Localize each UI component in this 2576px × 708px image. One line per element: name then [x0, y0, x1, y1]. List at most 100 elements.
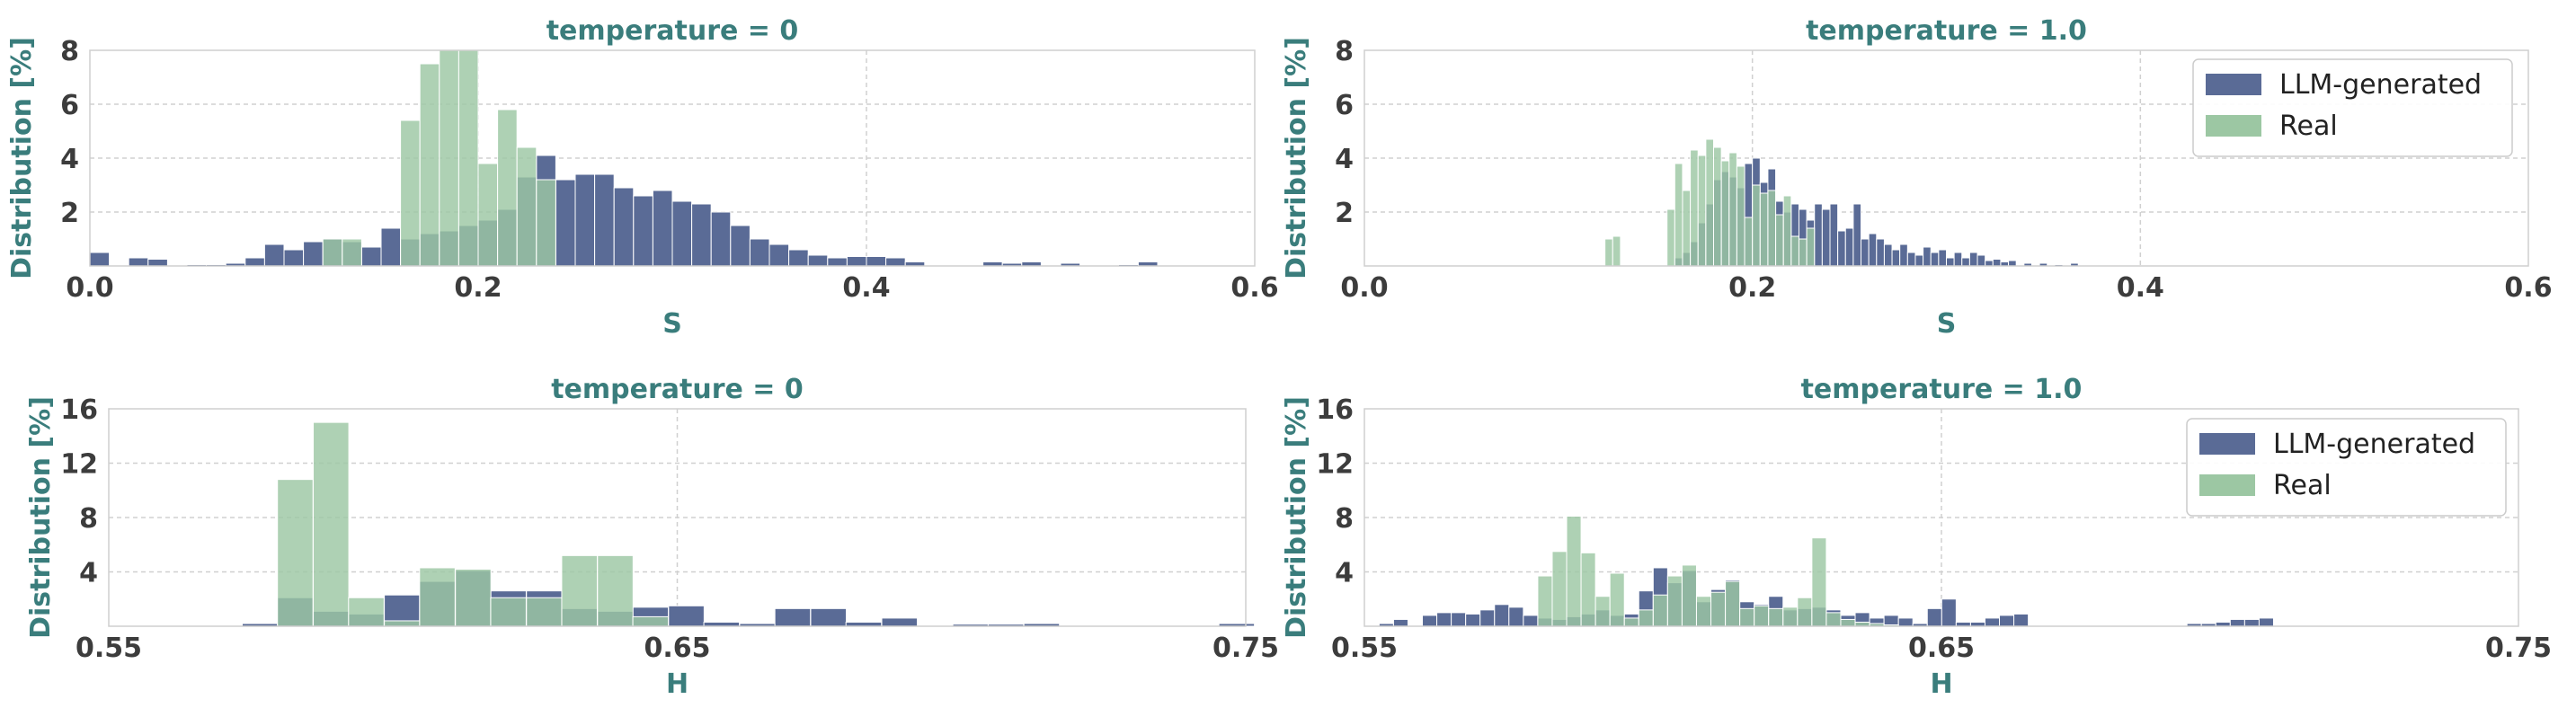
chart-panel-2: temperature = 1.0 0.0 0.2 0.4 0.6 2 4 6 8 S Distri… [1281, 15, 2553, 340]
real-bar [1759, 192, 1769, 267]
real-bar [597, 554, 634, 627]
llm-bar [613, 187, 635, 267]
llm-bar [1953, 252, 1963, 267]
real-bar [1768, 607, 1784, 627]
real-bar [342, 238, 362, 267]
real-bar [1739, 607, 1755, 627]
real-bar [1623, 617, 1639, 627]
llm-bar [1814, 203, 1823, 267]
x-tick-label: 0.75 [2485, 633, 2552, 664]
llm-bar [263, 243, 285, 267]
real-bar [1798, 238, 1808, 267]
llm-bar [633, 195, 653, 267]
llm-bar [1984, 617, 2001, 627]
x-tick-label: 0.65 [1908, 633, 1975, 664]
x-tick-label: 0.0 [66, 272, 113, 304]
legend-swatch-real [2199, 474, 2255, 496]
llm-bar [691, 203, 712, 267]
llm-bar [881, 617, 919, 627]
llm-bar [1508, 606, 1524, 627]
llm-bar [1494, 604, 1510, 627]
llm-bar [749, 238, 770, 267]
real-bar [1797, 597, 1813, 627]
real-bar [1537, 575, 1553, 627]
real-bar [384, 620, 421, 627]
llm-bar [1523, 615, 1539, 627]
llm-bar [244, 257, 265, 267]
llm-bar [1837, 230, 1846, 267]
llm-bar [1968, 252, 1978, 267]
real-bar [1674, 163, 1683, 267]
llm-bar [1436, 612, 1452, 627]
x-tick-label: 0.55 [1331, 633, 1398, 664]
real-bar [1705, 138, 1714, 267]
real-bar [497, 109, 518, 267]
chart-panel-3: temperature = 0 0.55 0.65 0.75 4 8 12 16 H Distri… [25, 374, 1279, 700]
llm-bar [866, 256, 887, 267]
y-axis-label: Distribution [%] [6, 37, 38, 279]
llm-bar [303, 241, 324, 267]
legend: LLM-generated Real [2186, 418, 2507, 517]
real-bar [1594, 596, 1611, 627]
real-bar [1652, 594, 1668, 627]
real-bar [1806, 227, 1816, 267]
real-bar [419, 63, 440, 267]
x-tick-label: 0.4 [842, 272, 890, 304]
x-axis-label: S [662, 308, 682, 340]
x-tick-label: 0.6 [2504, 272, 2552, 304]
real-bar [1720, 160, 1730, 267]
llm-bar [1891, 249, 1901, 267]
llm-bar [807, 254, 829, 267]
llm-bar [1999, 615, 2015, 627]
x-tick-label: 0.2 [454, 272, 502, 304]
x-tick-label: 0.75 [1212, 633, 1279, 664]
real-bar [1690, 149, 1699, 267]
real-bar [1566, 515, 1582, 627]
llm-bar [730, 225, 751, 267]
llm-bar [1852, 203, 1862, 267]
y-axis-label: Distribution [%] [1281, 396, 1312, 639]
chart-title: temperature = 0 [546, 15, 799, 47]
real-bar [1752, 184, 1761, 267]
real-bar [1609, 572, 1625, 627]
llm-bar [360, 246, 382, 267]
llm-bar [710, 211, 732, 267]
llm-bar [668, 605, 705, 627]
real-bar [1811, 537, 1827, 627]
llm-bar [885, 257, 906, 267]
llm-bar [1392, 618, 1408, 627]
real-bar [1666, 575, 1683, 627]
real-bar [1710, 591, 1727, 627]
x-tick-label: 0.4 [2117, 272, 2164, 304]
llm-bar [1465, 613, 1481, 627]
real-bar [1695, 596, 1712, 627]
llm-bar [1985, 260, 1994, 267]
y-tick-label: 4 [1335, 558, 1354, 589]
llm-bar [1829, 203, 1839, 267]
llm-bar [1926, 607, 1942, 627]
llm-bar [574, 173, 596, 267]
real-bar [536, 179, 556, 267]
y-tick-label: 16 [60, 394, 98, 426]
llm-bar [2258, 617, 2274, 627]
llm-bar [1897, 617, 1914, 627]
real-bar [419, 567, 456, 627]
llm-bar [1923, 246, 1932, 267]
plot-frame [1364, 408, 2519, 627]
legend-label-llm: LLM-generated [2279, 69, 2482, 101]
chart-title: temperature = 1.0 [1806, 15, 2087, 47]
y-tick-label: 4 [60, 144, 79, 175]
real-bar [1697, 155, 1707, 267]
legend-label-real: Real [2273, 470, 2332, 501]
legend-box [2192, 58, 2513, 157]
llm-bar [2229, 618, 2245, 627]
llm-bar [652, 190, 673, 267]
llm-bar [2013, 613, 2030, 627]
real-bar [632, 615, 670, 627]
llm-bar [1976, 254, 1986, 267]
llm-bar [2243, 618, 2260, 627]
llm-bar [810, 607, 848, 627]
real-bar [1725, 580, 1741, 627]
real-bar [455, 568, 492, 627]
